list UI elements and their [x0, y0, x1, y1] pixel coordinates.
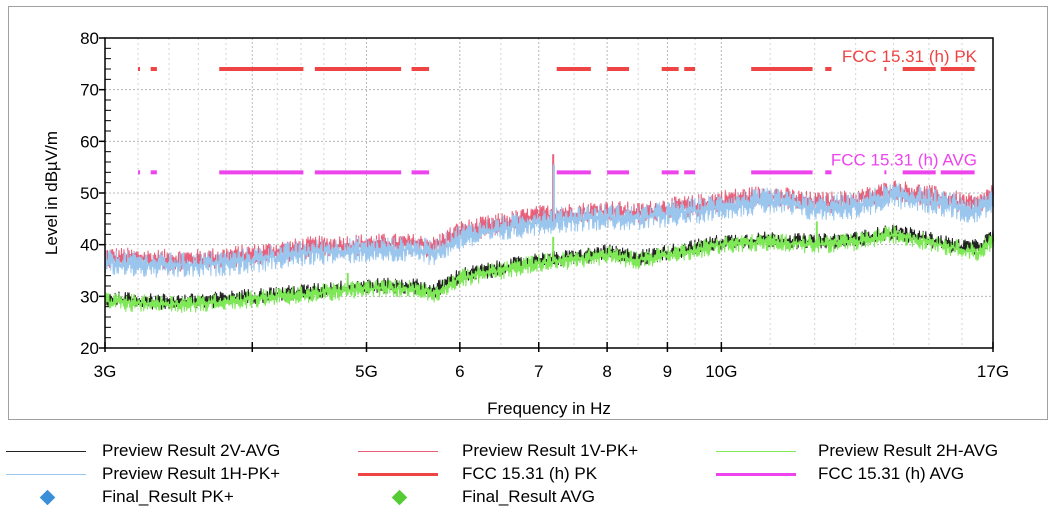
- y-tick-label: 60: [80, 132, 99, 151]
- y-tick-label: 40: [80, 236, 99, 255]
- legend-line-symbol: [716, 451, 796, 452]
- legend-diamond-symbol: [39, 489, 56, 506]
- x-tick-label: 8: [602, 362, 611, 381]
- limit-label: FCC 15.31 (h) AVG: [831, 150, 977, 169]
- y-tick-label: 30: [80, 287, 99, 306]
- chart-canvas: FCC 15.31 (h) PK FCC 15.31 (h) AVG 20 30 40 5…: [42, 29, 1009, 418]
- x-tick-label: 7: [534, 362, 543, 381]
- x-tick-label: 17G: [977, 362, 1009, 381]
- y-tick-label: 20: [80, 339, 99, 358]
- legend-line-symbol: [716, 473, 796, 476]
- y-tick-label: 80: [80, 29, 99, 48]
- legend-line-symbol: [358, 451, 438, 452]
- legend-label: FCC 15.31 (h) AVG: [818, 464, 965, 483]
- x-tick-label: 3G: [94, 362, 117, 381]
- x-tick-label: 9: [663, 362, 672, 381]
- x-tick-label: 5G: [355, 362, 378, 381]
- legend-label: Preview Result 2H-AVG: [818, 441, 999, 460]
- x-tick-label: 10G: [705, 362, 737, 381]
- legend-line-symbol: [358, 473, 438, 476]
- legend-line-symbol: [6, 451, 86, 452]
- legend-label: FCC 15.31 (h) PK: [462, 464, 598, 483]
- x-tick-label: 6: [455, 362, 464, 381]
- legend-diamond-symbol: [391, 489, 408, 506]
- x-axis-title: Frequency in Hz: [487, 399, 611, 418]
- series-trace-preview-result-2h-avg: [104, 225, 995, 313]
- legend: Preview Result 2V-AVG Preview Result 1V-P…: [0, 440, 1057, 520]
- series-trace-preview-result-1v-pk-: [104, 180, 995, 272]
- legend-label: Final_Result PK+: [102, 487, 234, 506]
- legend-label: Preview Result 2V-AVG: [102, 441, 281, 460]
- y-axis-title: Level in dBµV/m: [42, 131, 61, 255]
- limit-label: FCC 15.31 (h) PK: [842, 47, 978, 66]
- legend-label: Preview Result 1V-PK+: [462, 441, 639, 460]
- legend-label: Final_Result AVG: [462, 487, 595, 506]
- y-tick-label: 50: [80, 184, 99, 203]
- legend-line-symbol: [6, 474, 86, 475]
- y-tick-label: 70: [80, 81, 99, 100]
- legend-label: Preview Result 1H-PK+: [102, 464, 281, 483]
- series-trace-preview-result-1h-pk-: [104, 183, 995, 278]
